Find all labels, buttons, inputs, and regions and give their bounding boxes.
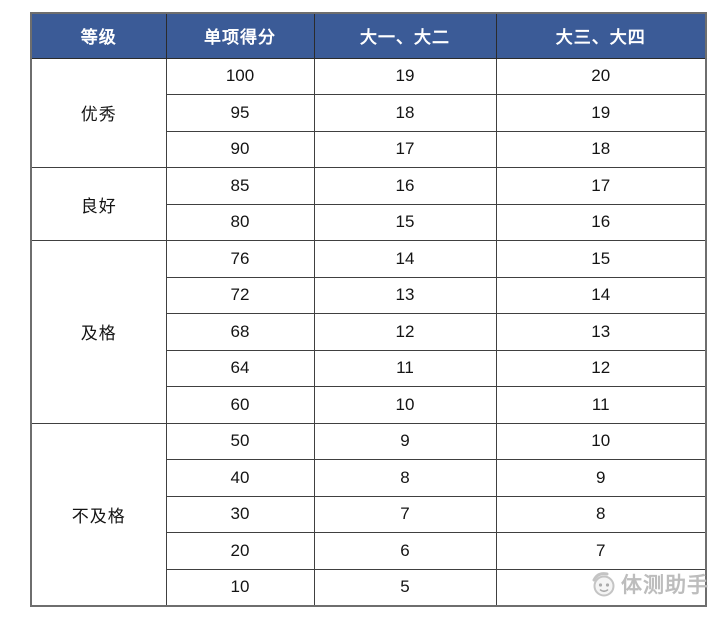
column-header-3: 大三、大四 (495, 12, 707, 59)
grade1-2-cell: 14 (313, 240, 497, 278)
grade1-2-cell: 15 (313, 203, 497, 241)
grade-cell: 不及格 (30, 422, 167, 606)
score-cell: 90 (165, 130, 315, 168)
score-cell: 85 (165, 167, 315, 205)
grade1-2-cell: 18 (313, 94, 497, 132)
grade1-2-cell: 10 (313, 386, 497, 424)
grade3-4-cell: 12 (495, 349, 707, 387)
grade1-2-cell: 7 (313, 495, 497, 533)
grade3-4-cell: 15 (495, 240, 707, 278)
column-header-1: 单项得分 (165, 12, 315, 59)
score-cell: 68 (165, 313, 315, 351)
grade3-4-cell: 17 (495, 167, 707, 205)
table-row: 及格 76 14 15 (30, 240, 707, 424)
grade3-4-cell: 11 (495, 386, 707, 424)
grade3-4-cell: 9 (495, 459, 707, 497)
grade1-2-cell: 13 (313, 276, 497, 314)
table-row: 90 17 18 (31, 130, 707, 168)
grade-cell: 及格 (30, 240, 167, 424)
grade3-4-cell: 14 (495, 276, 707, 314)
score-cell: 40 (165, 459, 315, 497)
score-cell: 20 (165, 532, 315, 570)
grade1-2-cell: 17 (313, 130, 497, 168)
grade3-4-cell: 18 (495, 130, 707, 168)
score-cell: 72 (165, 276, 315, 314)
table-row: 30 7 8 (31, 495, 707, 533)
score-cell: 80 (165, 203, 315, 241)
table-row: 60 10 11 (31, 386, 707, 424)
grade3-4-cell: 6 (495, 568, 707, 606)
grade3-4-cell: 20 (495, 57, 707, 95)
score-cell: 50 (165, 422, 315, 460)
grade3-4-cell: 19 (495, 94, 707, 132)
score-cell: 76 (165, 240, 315, 278)
grade-cell: 良好 (30, 167, 167, 241)
grade-cell: 优秀 (30, 57, 167, 168)
table-row: 不及格 50 9 10 (30, 422, 707, 606)
score-cell: 100 (165, 57, 315, 95)
table-row: 优秀 100 19 20 (30, 57, 707, 168)
grade3-4-cell: 16 (495, 203, 707, 241)
table-row: 72 13 14 (31, 276, 707, 314)
score-table: 等级 单项得分 大一、大二 大三、大四 优秀 100 19 20 95 18 19 90 17 18 良好… (30, 12, 707, 607)
grade1-2-cell: 12 (313, 313, 497, 351)
grade3-4-cell: 8 (495, 495, 707, 533)
score-cell: 30 (165, 495, 315, 533)
grade3-4-cell: 7 (495, 532, 707, 570)
column-header-0: 等级 (30, 12, 167, 59)
grade1-2-cell: 5 (313, 568, 497, 606)
score-cell: 95 (165, 94, 315, 132)
grade3-4-cell: 13 (495, 313, 707, 351)
page: 等级 单项得分 大一、大二 大三、大四 优秀 100 19 20 95 18 19 90 17 18 良好… (30, 12, 708, 607)
grade1-2-cell: 19 (313, 57, 497, 95)
table-row: 95 18 19 (31, 94, 707, 132)
header-row: 等级 单项得分 大一、大二 大三、大四 (30, 12, 707, 59)
table-row: 良好 85 16 17 (30, 167, 707, 241)
grade1-2-cell: 11 (313, 349, 497, 387)
table-row: 68 12 13 (31, 313, 707, 351)
grade1-2-cell: 8 (313, 459, 497, 497)
table-row: 40 8 9 (31, 459, 707, 497)
grade1-2-cell: 9 (313, 422, 497, 460)
grade1-2-cell: 6 (313, 532, 497, 570)
score-cell: 10 (165, 568, 315, 606)
table-row: 20 6 7 (31, 532, 707, 570)
score-cell: 64 (165, 349, 315, 387)
grade3-4-cell: 10 (495, 422, 707, 460)
score-cell: 60 (165, 386, 315, 424)
column-header-2: 大一、大二 (313, 12, 497, 59)
table-row: 80 15 16 (31, 203, 707, 241)
grade1-2-cell: 16 (313, 167, 497, 205)
